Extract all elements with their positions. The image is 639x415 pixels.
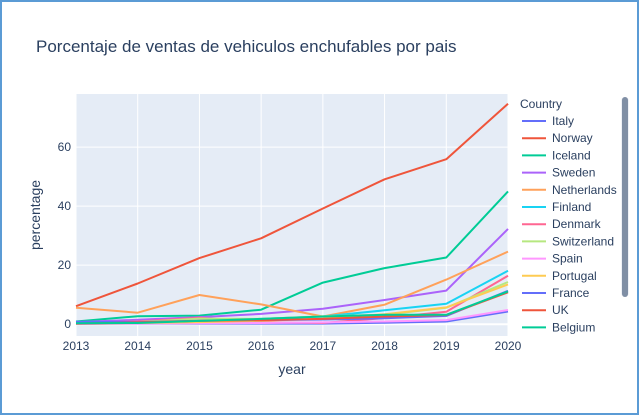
legend-label: Netherlands: [552, 183, 617, 197]
y-tick-label: 20: [58, 258, 72, 272]
y-tick-label: 60: [58, 140, 72, 154]
x-tick-label: 2016: [248, 339, 275, 353]
series-line-netherlands[interactable]: [75, 250, 509, 318]
legend-label: Portugal: [552, 269, 597, 283]
series-line-norway[interactable]: [75, 102, 509, 308]
legend-scrollbar[interactable]: [621, 97, 629, 297]
legend-item-uk[interactable]: UK: [522, 303, 569, 317]
legend-item-portugal[interactable]: Portugal: [522, 269, 597, 283]
x-tick-label: 2014: [124, 339, 151, 353]
legend-item-spain[interactable]: Spain: [522, 252, 583, 266]
x-axis-title: year: [278, 361, 306, 377]
x-tick-label: 2013: [63, 339, 90, 353]
legend-label: Norway: [552, 131, 593, 145]
legend-label: Italy: [552, 114, 574, 128]
legend-item-norway[interactable]: Norway: [522, 131, 593, 145]
legend-label: Iceland: [552, 148, 591, 162]
series-line-belgium[interactable]: [75, 290, 509, 325]
series-layer: [75, 102, 509, 325]
legend-item-netherlands[interactable]: Netherlands: [522, 183, 617, 197]
legend-title: Country: [520, 97, 562, 111]
legend-item-iceland[interactable]: Iceland: [522, 148, 591, 162]
legend-item-italy[interactable]: Italy: [522, 114, 574, 128]
y-tick-label: 40: [58, 199, 72, 213]
legend-item-finland[interactable]: Finland: [522, 200, 591, 214]
x-tick-label: 2020: [495, 339, 522, 353]
legend-item-belgium[interactable]: Belgium: [522, 320, 595, 334]
legend-scrollbar-thumb[interactable]: [622, 97, 628, 297]
x-tick-label: 2015: [186, 339, 213, 353]
legend-item-switzerland[interactable]: Switzerland: [522, 234, 614, 248]
legend-label: Belgium: [552, 320, 595, 334]
plot-area[interactable]: [76, 94, 508, 336]
x-tick-label: 2019: [433, 339, 460, 353]
legend: Country Italy Norway Iceland Sweden Netherla…: [520, 97, 617, 334]
legend-label: Switzerland: [552, 234, 614, 248]
legend-label: Sweden: [552, 166, 595, 180]
y-tick-label: 0: [64, 317, 71, 331]
x-tick-label: 2018: [371, 339, 398, 353]
legend-item-sweden[interactable]: Sweden: [522, 166, 595, 180]
x-tick-label: 2017: [310, 339, 337, 353]
tick-labels: 2013 2014 2015 2016 2017 2018 2019 2020 0 20 40 60: [58, 140, 522, 353]
legend-label: France: [552, 286, 590, 300]
legend-item-denmark[interactable]: Denmark: [522, 217, 602, 231]
legend-label: UK: [552, 303, 569, 317]
gridlines: [75, 94, 509, 336]
legend-item-france[interactable]: France: [522, 286, 590, 300]
series-line-iceland[interactable]: [75, 190, 509, 323]
chart-title: Porcentaje de ventas de vehiculos enchuf…: [36, 37, 457, 56]
legend-label: Spain: [552, 252, 583, 266]
y-axis-title: percentage: [27, 180, 43, 250]
legend-label: Denmark: [552, 217, 602, 231]
legend-label: Finland: [552, 200, 591, 214]
